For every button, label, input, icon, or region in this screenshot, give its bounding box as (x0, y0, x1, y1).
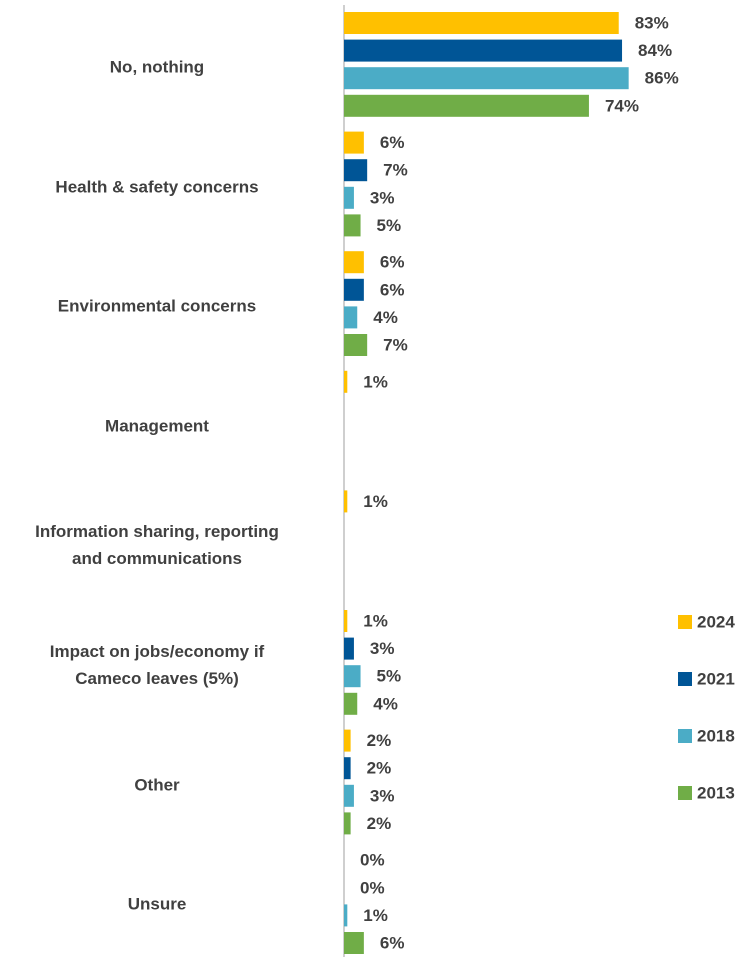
value-label: 1% (363, 372, 388, 391)
bar (344, 334, 368, 356)
legend-label: 2024 (697, 612, 735, 631)
value-label: 1% (363, 611, 388, 630)
value-label: 2% (367, 731, 392, 750)
bar (344, 812, 351, 835)
value-label: 84% (638, 41, 672, 60)
value-label: 3% (370, 188, 395, 207)
value-label: 1% (363, 492, 388, 511)
value-label: 83% (635, 13, 669, 32)
value-label: 3% (370, 786, 395, 805)
value-label: 7% (383, 335, 408, 354)
value-label: 4% (373, 308, 398, 327)
value-label: 2% (367, 814, 392, 833)
value-label: 86% (645, 69, 679, 88)
bar (344, 67, 629, 90)
value-label: 6% (380, 253, 405, 272)
bar (344, 637, 354, 660)
bar (344, 94, 589, 117)
value-label: 1% (363, 906, 388, 925)
legend-swatch (678, 729, 692, 743)
bar (344, 186, 354, 209)
bar (344, 932, 364, 954)
bar (344, 784, 354, 807)
legend-label: 2013 (697, 783, 735, 802)
category-label: Health & safety concerns (55, 177, 259, 197)
category-label: Information sharing, reporting and commu… (35, 522, 279, 569)
value-label: 4% (373, 694, 398, 713)
value-label: 7% (383, 161, 408, 180)
value-label: 5% (377, 216, 402, 235)
legend-swatch (678, 786, 692, 800)
bar (344, 490, 348, 513)
category-label: Environmental concerns (57, 296, 257, 316)
bar (344, 370, 348, 393)
value-label: 6% (380, 280, 405, 299)
legend-swatch (678, 672, 692, 686)
bar (344, 131, 364, 154)
bar (344, 306, 358, 329)
bar (344, 692, 358, 715)
value-label: 6% (380, 133, 405, 152)
value-label: 74% (605, 96, 639, 115)
legend-label: 2018 (697, 726, 735, 745)
bar (344, 12, 619, 34)
value-label: 5% (377, 667, 402, 686)
bar (344, 904, 348, 927)
bar (344, 159, 368, 182)
bar (344, 610, 348, 632)
bar (344, 729, 351, 752)
value-label: 3% (370, 639, 395, 658)
category-label: Impact on jobs/economy if Cameco leaves … (49, 642, 265, 688)
category-label: Management (105, 416, 209, 436)
bar (344, 214, 361, 237)
legend-swatch (678, 615, 692, 629)
legend-label: 2021 (697, 669, 735, 688)
value-label: 6% (380, 933, 405, 952)
bar (344, 757, 351, 780)
bar (344, 278, 364, 301)
bar (344, 665, 361, 688)
value-label: 0% (360, 878, 385, 897)
category-label: No, nothing (109, 57, 205, 77)
category-label: Other (134, 775, 180, 795)
category-label: Unsure (127, 894, 187, 914)
bar (344, 251, 364, 274)
value-label: 2% (367, 759, 392, 778)
bar (344, 39, 623, 62)
value-label: 0% (360, 851, 385, 870)
